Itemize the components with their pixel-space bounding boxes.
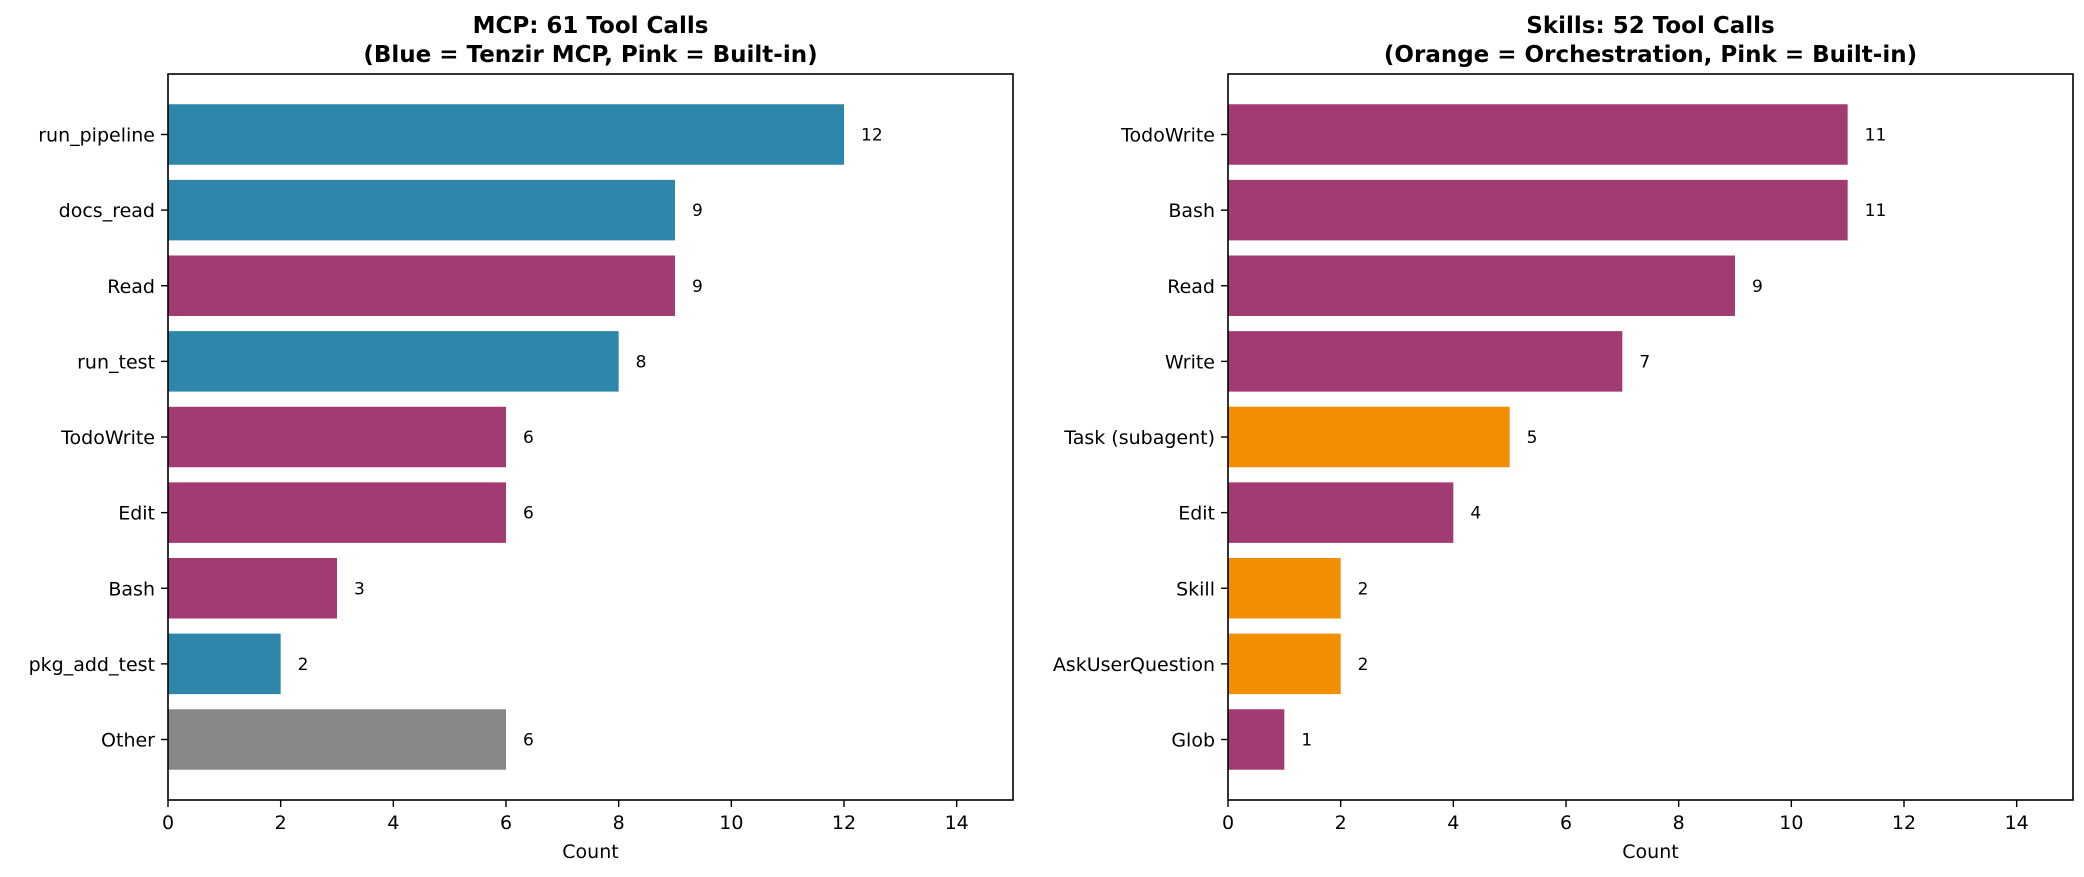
bar-task-subagent — [1228, 406, 1510, 468]
plot-frame — [1227, 73, 2074, 801]
x-tick-label: 6 — [500, 812, 512, 834]
x-tick-label: 4 — [387, 812, 399, 834]
x-tick-label: 8 — [1673, 812, 1685, 834]
bar-read — [1228, 255, 1735, 316]
bar-value-label: 9 — [1752, 277, 1763, 297]
bar-value-label: 11 — [1865, 126, 1887, 146]
bar-run-pipeline — [168, 104, 844, 165]
chart-title-line1: Skills: 52 Tool Calls — [1526, 13, 1774, 39]
chart-title-line1: MCP: 61 Tool Calls — [473, 13, 709, 39]
bar-edit — [168, 482, 506, 543]
bar-value-label: 2 — [298, 655, 309, 675]
x-tick-label: 0 — [162, 812, 174, 834]
x-tick-label: 6 — [1560, 812, 1572, 834]
y-tick-label: Bash — [108, 578, 155, 600]
y-tick-label: Glob — [1171, 730, 1215, 752]
x-tick-label: 10 — [719, 812, 743, 834]
bar-value-label: 9 — [692, 277, 703, 297]
bar-value-label: 2 — [1358, 579, 1369, 599]
bar-value-label: 4 — [1470, 504, 1481, 524]
bar-value-label: 6 — [523, 731, 534, 751]
bar-other — [168, 709, 506, 770]
x-tick-label: 14 — [945, 812, 969, 834]
bar-value-label: 7 — [1639, 352, 1650, 372]
x-tick-label: 12 — [832, 812, 856, 834]
x-axis-label: Count — [1622, 841, 1678, 863]
y-tick-label: Read — [107, 276, 155, 298]
y-tick-label: pkg_add_test — [29, 654, 155, 676]
bar-glob — [1228, 709, 1285, 770]
plot-frame — [167, 73, 1014, 801]
bar-docs-read — [168, 179, 675, 241]
y-tick-label: Task (subagent) — [1063, 427, 1215, 449]
y-tick-label: Skill — [1176, 578, 1215, 600]
bar-value-label: 3 — [354, 579, 365, 599]
bar-value-label: 8 — [636, 352, 647, 372]
x-tick-label: 2 — [1335, 812, 1347, 834]
bar-run-test — [168, 331, 619, 392]
bar-value-label: 1 — [1301, 731, 1312, 751]
bar-skill — [1228, 558, 1341, 619]
y-tick-label: AskUserQuestion — [1053, 654, 1215, 676]
bar-write — [1228, 331, 1623, 392]
y-tick-label: Bash — [1168, 200, 1215, 222]
bar-value-label: 6 — [523, 428, 534, 448]
x-tick-label: 0 — [1222, 812, 1234, 834]
bar-value-label: 5 — [1527, 428, 1538, 448]
bar-pkg-add-test — [168, 633, 281, 695]
x-tick-label: 2 — [275, 812, 287, 834]
y-tick-label: docs_read — [59, 200, 155, 222]
x-tick-label: 12 — [1892, 812, 1916, 834]
bar-read — [168, 255, 675, 316]
bar-edit — [1228, 482, 1454, 543]
bar-todowrite — [168, 406, 506, 468]
x-tick-label: 8 — [613, 812, 625, 834]
y-tick-label: run_test — [77, 351, 155, 373]
y-tick-label: Edit — [1178, 503, 1215, 525]
y-tick-label: Edit — [118, 503, 155, 525]
bar-todowrite — [1228, 104, 1848, 165]
chart-title-line2: (Orange = Orchestration, Pink = Built-in… — [1384, 42, 1917, 68]
bar-value-label: 6 — [523, 504, 534, 524]
y-tick-label: Read — [1167, 276, 1215, 298]
chart-title-line2: (Blue = Tenzir MCP, Pink = Built-in) — [363, 42, 817, 68]
bar-value-label: 9 — [692, 201, 703, 221]
y-tick-label: TodoWrite — [1120, 125, 1215, 147]
x-tick-label: 4 — [1447, 812, 1459, 834]
y-tick-label: Other — [101, 730, 155, 752]
bar-askuserquestion — [1228, 633, 1341, 695]
y-tick-label: run_pipeline — [38, 125, 155, 147]
bar-value-label: 11 — [1865, 201, 1887, 221]
y-tick-label: TodoWrite — [60, 427, 155, 449]
bar-value-label: 2 — [1358, 655, 1369, 675]
y-tick-label: Write — [1165, 351, 1215, 373]
bar-bash — [1228, 179, 1848, 241]
x-tick-label: 10 — [1779, 812, 1803, 834]
x-tick-label: 14 — [2005, 812, 2029, 834]
x-axis-label: Count — [562, 841, 618, 863]
bar-bash — [168, 558, 337, 619]
bar-value-label: 12 — [861, 126, 883, 146]
